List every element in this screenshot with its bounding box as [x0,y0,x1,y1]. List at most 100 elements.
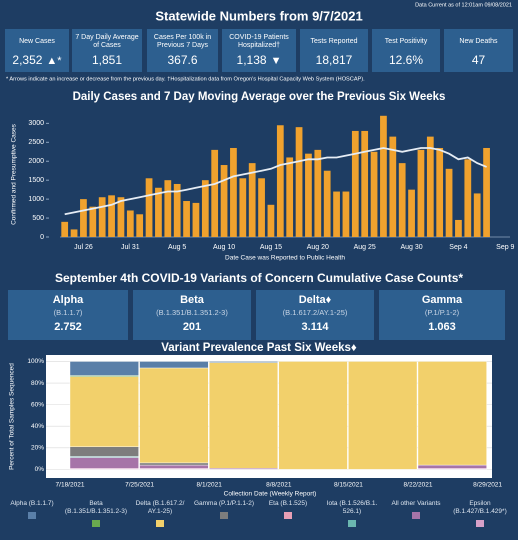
bar [333,191,340,237]
variant-card: Gamma (P.1/P.1-2) 1.063 [379,290,505,340]
stat-value-row: 18,817 [300,53,368,67]
stacked-segment [139,464,209,469]
stat-value: 1,138 [236,53,267,67]
stacked-segment [348,361,418,470]
stat-tile: Test Positivity 12.6% [372,29,440,72]
stacked-segment [139,361,209,369]
bar [136,214,144,237]
variant-count: 201 [182,321,202,333]
legend-entry: Alpha (B.1.1.7) [0,500,64,519]
legend-label: All other Variants [391,500,441,507]
stat-label: COVID-19 Patients Hospitalized† [229,33,289,49]
legend-swatch [284,512,292,519]
moving-average-line [64,147,487,216]
variant-name: Gamma [421,294,463,306]
stat-tile: 7 Day Daily Average of Cases 1,851 [72,29,142,72]
legend-label: Alpha (B.1.1.7) [10,500,54,507]
variant-name: Delta♦ [298,294,332,306]
x-tick-label: Aug 20 [307,244,329,251]
bar [211,149,219,237]
x-tick-label: Sep 4 [449,244,467,251]
bar [426,136,434,237]
variant-lineage: (B.1.1.7) [53,308,83,317]
x-tick-label: Aug 15 [260,244,282,251]
bar [305,153,312,237]
bar [314,149,322,237]
x-tick-label: 7/25/2021 [125,482,154,489]
bar [455,219,462,237]
y-tick-label: 2500 [28,139,44,146]
x-tick-label: Aug 25 [354,244,376,251]
x-tick-label: Aug 5 [168,244,186,251]
bar [295,127,303,237]
footnote: * Arrows indicate an increase or decreas… [6,76,365,82]
stat-value-row: 47 [444,53,513,67]
stacked-segment [417,464,487,469]
y-tick-label: 60% [31,401,44,408]
bar [201,180,209,237]
bar [70,229,78,237]
legend-entry: All other Variants [384,500,448,519]
bar [258,178,265,237]
legend-entry: Iota (B.1.526/B.1. 526.1) [320,500,384,527]
legend-swatch [348,520,356,527]
stacked-segment [69,361,139,376]
legend-swatch [92,520,100,527]
legend-swatch [220,512,228,519]
stat-label: New Cases [19,37,55,45]
variant-count: 3.114 [301,321,329,333]
chart-title: Daily Cases and 7 Day Moving Average ove… [73,91,446,103]
legend-swatch [412,512,420,519]
x-tick-label: 8/22/2021 [404,482,433,489]
x-tick-label: 8/1/2021 [197,482,223,489]
y-tick-label: 20% [31,445,44,452]
bar [473,193,481,237]
bar [164,180,172,237]
bar [323,170,331,237]
stat-value: 12.6% [388,53,424,67]
stat-value: 47 [471,53,486,67]
variant-name: Alpha [52,294,84,306]
stacked-segment [69,376,139,447]
stat-value-row: 1,138 ▼ [222,53,296,67]
variant-card: Alpha (B.1.1.7) 2.752 [8,290,128,340]
stat-value-row: 1,851 [72,53,142,67]
stat-tile: New Deaths 47 [444,29,513,72]
bar [398,163,406,237]
stat-value: 18,817 [315,53,353,67]
legend-entry: Beta (B.1.351/B.1.351.2-3) [64,500,128,527]
variant-name: Beta [180,294,204,306]
bar [351,130,359,237]
x-tick-label: 8/15/2021 [334,482,363,489]
bar [276,125,284,237]
bar [155,187,162,237]
stat-value: 367.6 [167,53,198,67]
bar [98,197,106,237]
stat-tile: COVID-19 Patients Hospitalized† 1,138 ▼ [222,29,296,72]
stacked-segment [208,362,278,469]
y-tick-label: 2000 [28,158,44,165]
chart-title: Variant Prevalence Past Six Weeks♦ [161,342,357,354]
x-tick-label: Sep 9 [496,244,514,251]
stat-label: Test Positivity [384,37,428,45]
legend-entry: Delta (B.1.617.2/ AY.1-25) [128,500,192,527]
variant-lineage: (B.1.351/B.1.351.2-3) [156,308,228,317]
stacked-segment [69,457,139,469]
bar [173,183,181,237]
variant-lineage: (P.1/P.1-2) [424,308,460,317]
legend-label: Beta (B.1.351/B.1.351.2-3) [64,500,128,515]
legend-swatch [476,520,484,527]
y-tick-label: 0% [35,466,45,473]
x-tick-label: 7/18/2021 [56,482,85,489]
y-axis-title: Confirmed and Presumptive Cases [11,123,18,225]
legend-entry: Eta (B.1.525) [256,500,320,519]
legend-entry: Gamma (P.1/P.1.1-2) [192,500,256,519]
legend-entry: Epsilon (B.1.427/B.1.429*) [448,500,512,527]
bar [126,210,134,237]
x-axis-title: Collection Date (Weekly Report) [224,491,317,498]
stat-label: 7 Day Daily Average of Cases [75,33,139,49]
stat-tile: Cases Per 100k in Previous 7 Days 367.6 [147,29,218,72]
variant-count: 2.752 [54,321,82,333]
bar [370,151,378,237]
bar [361,130,369,237]
